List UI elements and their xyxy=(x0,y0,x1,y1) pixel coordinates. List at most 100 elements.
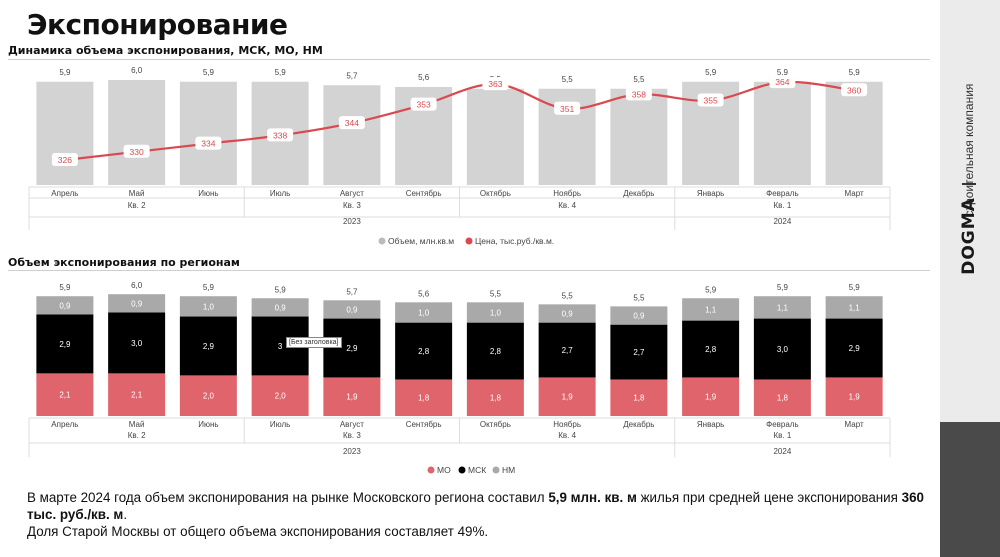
x-tick-label: Апрель xyxy=(51,189,78,198)
mo-bar xyxy=(825,377,883,416)
msk-bar xyxy=(108,312,166,374)
mo-data-label: 1,8 xyxy=(490,394,502,403)
page-title: Экспонирование xyxy=(27,8,288,41)
year-label: 2023 xyxy=(343,447,361,456)
legend-mo-marker xyxy=(427,466,435,474)
mo-data-label: 1,8 xyxy=(633,394,645,403)
x-tick-label: Декабрь xyxy=(623,420,654,429)
mo-bar xyxy=(466,379,524,416)
regions-stacked-chart: 2,1 2,9 0,9 5,9 Апрель 2,1 3,0 0,9 6,0 Май 2,0 2,9 1… xyxy=(28,281,891,475)
volume-data-label: 5,6 xyxy=(418,73,430,82)
mo-bar xyxy=(36,373,94,416)
mo-data-label: 2,1 xyxy=(131,391,143,400)
price-label-box xyxy=(482,77,509,91)
quarter-label: Кв. 4 xyxy=(558,201,576,210)
volume-data-label: 5,9 xyxy=(59,68,71,77)
legend-volume-marker xyxy=(378,237,386,245)
msk-bar xyxy=(753,318,811,380)
chart2-separator xyxy=(8,270,930,271)
x-tick-label: Декабрь xyxy=(623,189,654,198)
mo-data-label: 1,9 xyxy=(562,393,574,402)
nm-bar xyxy=(825,296,883,319)
nm-bar xyxy=(753,296,811,319)
sidebar-footer xyxy=(940,422,1000,557)
x-tick-label: Июнь xyxy=(198,420,218,429)
volume-data-label: 5,5 xyxy=(562,75,574,84)
mo-bar xyxy=(395,379,453,416)
legend-nm-marker xyxy=(492,466,500,474)
price-data-label: 355 xyxy=(704,96,718,106)
price-data-label: 358 xyxy=(632,89,646,99)
price-data-label: 334 xyxy=(201,139,215,149)
total-data-label: 5,9 xyxy=(849,283,861,292)
price-data-label: 351 xyxy=(560,104,574,114)
mo-data-label: 1,8 xyxy=(418,394,430,403)
msk-bar xyxy=(682,320,740,378)
total-data-label: 5,5 xyxy=(490,289,502,298)
year-label: 2024 xyxy=(773,217,791,226)
x-tick-label: Январь xyxy=(697,189,724,198)
volume-bar xyxy=(466,88,524,185)
msk-data-label: 3 xyxy=(278,342,283,351)
mo-data-label: 1,9 xyxy=(849,393,861,402)
volume-bar xyxy=(36,81,94,185)
total-data-label: 5,5 xyxy=(562,291,574,300)
volume-data-label: 6,0 xyxy=(131,66,143,75)
msk-data-label: 2,9 xyxy=(849,344,861,353)
summary-share: Доля Старой Москвы от общего объема эксп… xyxy=(27,524,489,539)
volume-bar xyxy=(825,81,883,185)
x-tick-label: Февраль xyxy=(766,189,799,198)
volume-bar xyxy=(179,81,237,185)
brand-divider xyxy=(962,183,976,185)
mo-data-label: 1,8 xyxy=(777,394,789,403)
price-label-box xyxy=(554,101,581,115)
legend-volume-label: Объем, млн.кв.м xyxy=(388,236,454,246)
total-data-label: 5,9 xyxy=(59,283,71,292)
mo-bar xyxy=(682,377,740,416)
total-data-label: 5,9 xyxy=(705,285,717,294)
year-label: 2023 xyxy=(343,217,361,226)
mo-bar xyxy=(251,375,309,416)
mo-data-label: 2,0 xyxy=(275,392,287,401)
nm-data-label: 1,1 xyxy=(849,303,861,312)
x-tick-label: Сентябрь xyxy=(406,420,442,429)
volume-data-label: 5,5 xyxy=(633,75,645,84)
volume-data-label: 5,9 xyxy=(705,68,717,77)
msk-data-label: 3,0 xyxy=(777,345,789,354)
mo-bar xyxy=(753,379,811,416)
x-tick-label: Февраль xyxy=(766,420,799,429)
price-label-box xyxy=(123,144,150,158)
chart2-title: Объем экспонирования по регионам xyxy=(8,256,240,269)
price-data-label: 363 xyxy=(488,79,502,89)
price-label-box xyxy=(769,75,796,89)
quarter-label: Кв. 1 xyxy=(773,201,791,210)
price-label-box xyxy=(267,128,294,142)
volume-bar xyxy=(108,80,166,185)
total-data-label: 5,6 xyxy=(418,289,430,298)
msk-data-label: 2,7 xyxy=(633,348,645,357)
x-tick-label: Октябрь xyxy=(480,420,511,429)
quarter-label: Кв. 2 xyxy=(128,201,146,210)
legend-price-marker xyxy=(465,237,473,245)
summary-text-3: . xyxy=(123,507,128,522)
nm-bar xyxy=(395,302,453,323)
total-data-label: 5,9 xyxy=(203,283,215,292)
msk-data-label: 2,8 xyxy=(490,347,502,356)
x-tick-label: Ноябрь xyxy=(553,189,581,198)
msk-bar xyxy=(179,316,237,376)
mo-bar xyxy=(610,379,668,416)
msk-data-label: 3,0 xyxy=(131,339,143,348)
msk-bar xyxy=(610,324,668,380)
mo-data-label: 2,0 xyxy=(203,392,215,401)
quarter-label: Кв. 4 xyxy=(558,431,576,440)
total-data-label: 6,0 xyxy=(131,281,143,290)
msk-data-label: 2,9 xyxy=(59,340,71,349)
nm-data-label: 1,1 xyxy=(705,305,717,314)
price-data-label: 330 xyxy=(130,147,144,157)
price-data-label: 326 xyxy=(58,155,72,165)
msk-data-label: 2,7 xyxy=(562,346,574,355)
total-data-label: 5,9 xyxy=(777,283,789,292)
price-label-box xyxy=(195,136,222,150)
x-tick-label: Май xyxy=(129,420,145,429)
nm-bar xyxy=(251,298,309,317)
